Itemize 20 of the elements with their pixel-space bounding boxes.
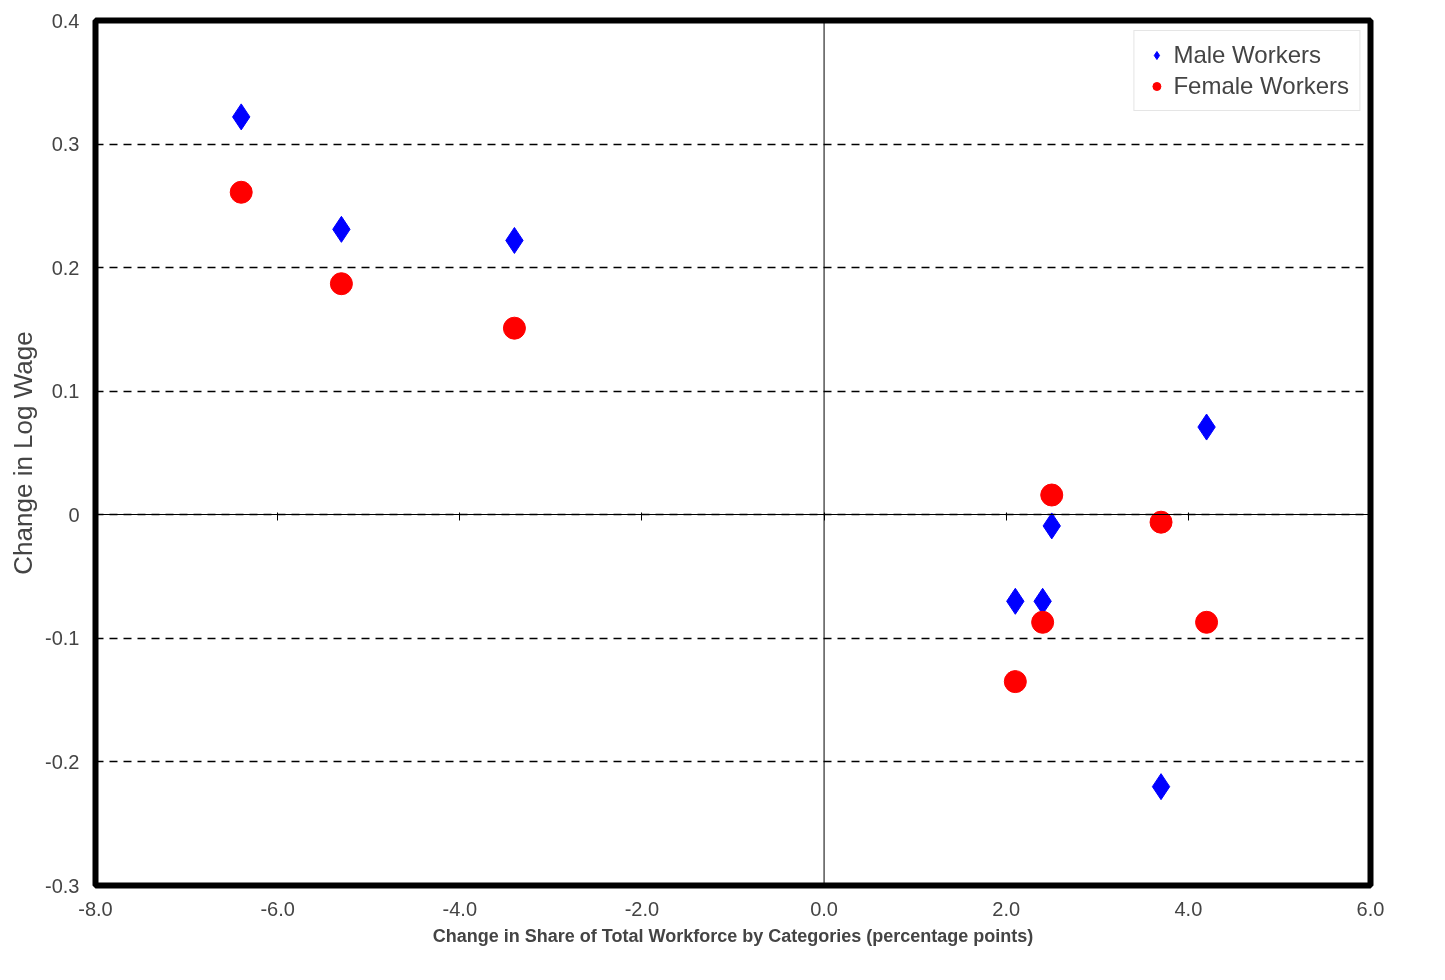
y-tick-label: 0.3 <box>51 133 80 156</box>
x-tick-label: 2.0 <box>992 897 1021 920</box>
y-tick-label: 0.1 <box>51 380 80 403</box>
x-tick-label: -6.0 <box>260 897 295 920</box>
x-tick-label: -2.0 <box>624 897 660 920</box>
y-tick-label: -0.2 <box>45 750 80 773</box>
legend-label: Male Workers <box>1173 41 1321 69</box>
legend-label: Female Workers <box>1173 72 1349 100</box>
x-axis-title: Change in Share of Total Workforce by Categories (percentage points) <box>432 925 1034 946</box>
y-tick-label: -0.3 <box>45 874 80 897</box>
x-tick-label: -4.0 <box>442 897 478 920</box>
x-tick-label: 4.0 <box>1174 897 1203 920</box>
y-tick-label: 0.4 <box>51 9 80 32</box>
y-tick-label: -0.1 <box>45 627 80 650</box>
y-tick-label: 0.2 <box>51 256 80 279</box>
y-tick-label: 0 <box>68 503 80 526</box>
x-tick-label: 6.0 <box>1356 897 1385 920</box>
x-tick-label: 0.0 <box>810 897 838 920</box>
x-tick-label: -8.0 <box>78 897 113 920</box>
y-axis-title: Change in Log Wage <box>7 331 38 575</box>
